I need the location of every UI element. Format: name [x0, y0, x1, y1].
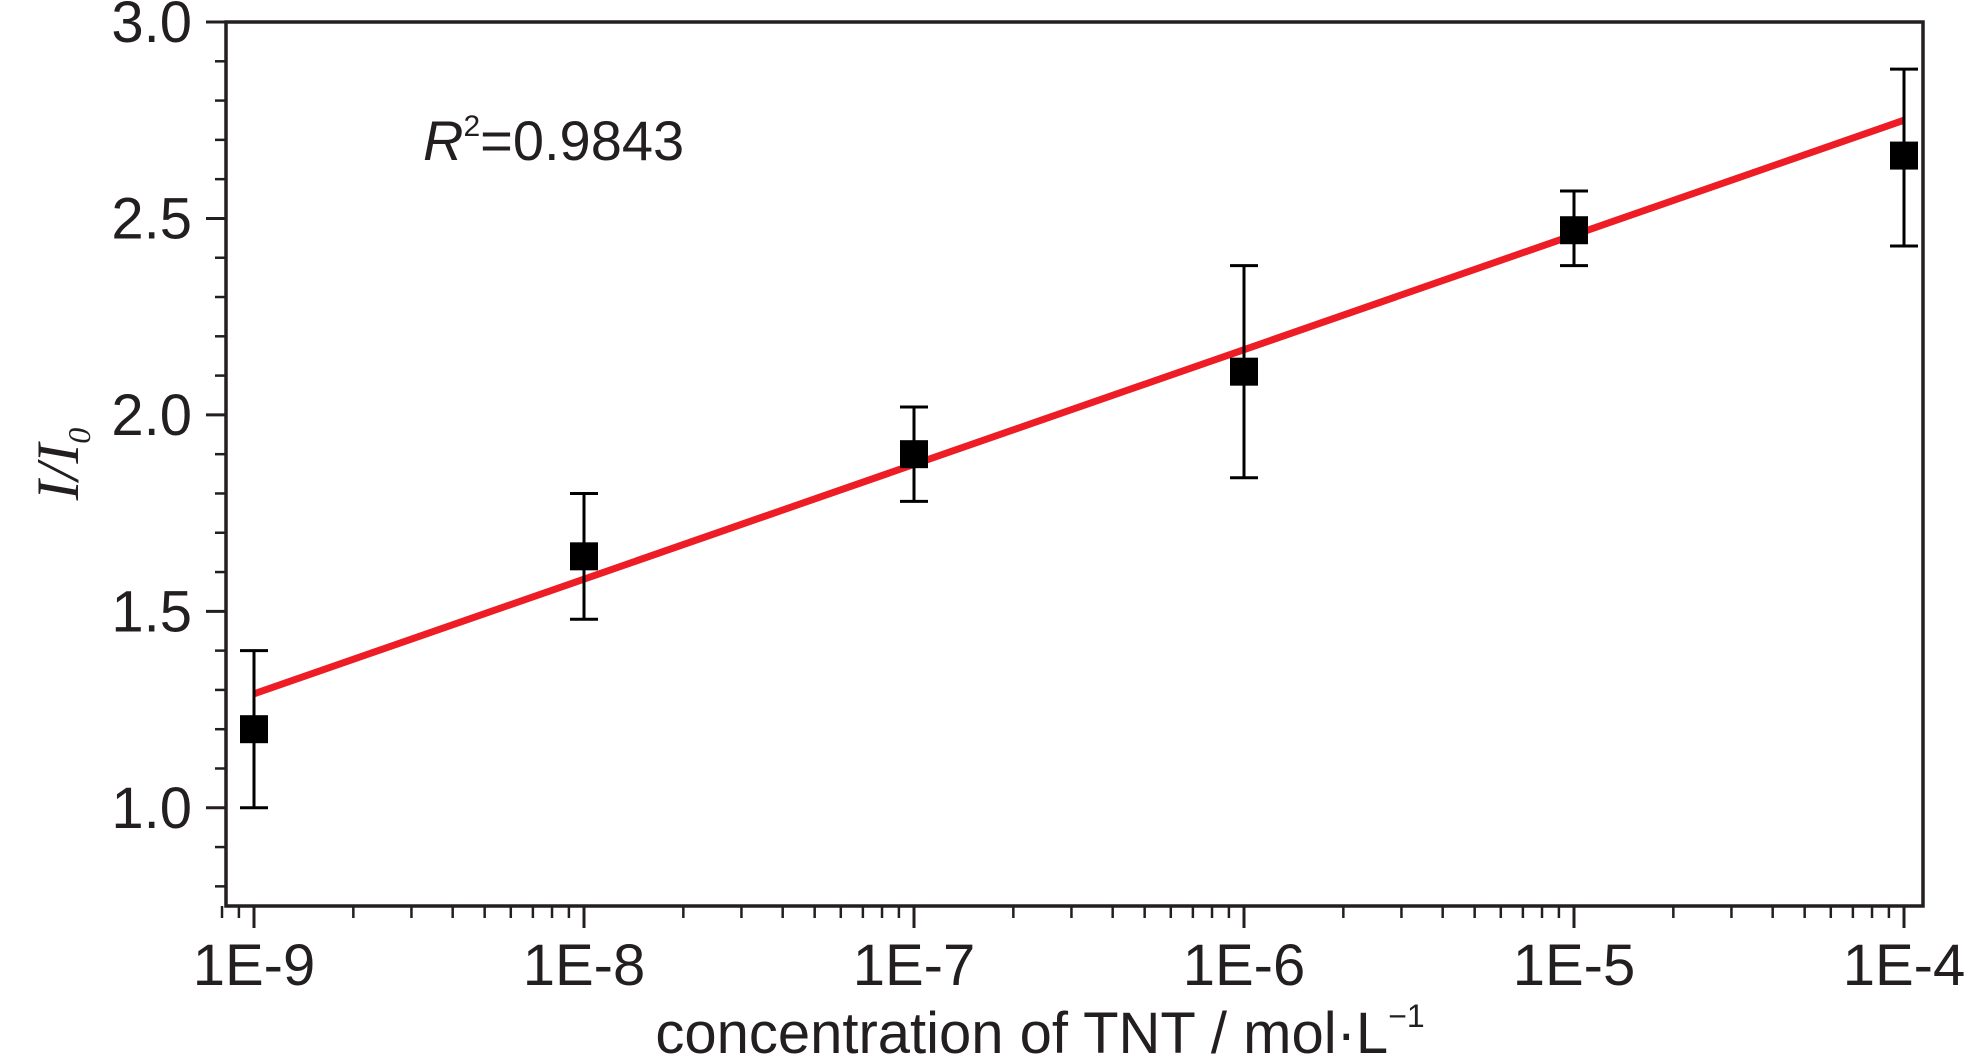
y-axis-title-subscript: 0 [61, 428, 97, 444]
r-superscript: 2 [463, 110, 480, 143]
y-tick-label: 2.5 [111, 186, 192, 251]
plot-frame [224, 20, 1925, 908]
y-axis-title: I/I0 [25, 428, 97, 502]
data-point [1560, 216, 1588, 245]
x-tick-label: 1E-5 [1513, 933, 1636, 998]
r-squared-annotation: R2=0.9843 [423, 109, 684, 172]
x-axis-title-superscript: −1 [1388, 998, 1424, 1034]
y-tick-label: 3.0 [111, 0, 192, 55]
x-tick-label: 1E-9 [193, 933, 316, 998]
x-tick-label: 1E-4 [1843, 933, 1966, 998]
x-tick-label: 1E-6 [1183, 933, 1306, 998]
data-point [900, 440, 928, 469]
r-squared-value: =0.9843 [480, 109, 684, 172]
x-major-ticks: 1E-9 1E-8 1E-7 1E-6 1E-5 1E-4 [193, 906, 1966, 998]
fit-line-layer [252, 116, 1906, 698]
data-points-layer [240, 141, 1918, 744]
x-minor-ticks [220, 906, 1891, 918]
y-tick-label: 2.0 [111, 383, 192, 448]
r-symbol: R [423, 109, 463, 172]
x-tick-label: 1E-8 [523, 933, 646, 998]
x-tick-label: 1E-7 [853, 933, 976, 998]
data-point [240, 715, 268, 744]
y-tick-label: 1.5 [111, 579, 192, 644]
y-tick-label: 1.0 [111, 776, 192, 841]
x-axis-title-main: concentration of TNT / mol·L [655, 1001, 1388, 1063]
data-point [570, 542, 598, 571]
data-point [1230, 357, 1258, 386]
y-ticks: 1.0 1.5 2.0 2.5 3.0 [111, 0, 226, 888]
fit-line [252, 116, 1906, 698]
y-axis-title-main: I/I [25, 441, 91, 502]
error-bars-layer [240, 67, 1918, 810]
x-axis-title: concentration of TNT / mol·L−1 [655, 998, 1424, 1063]
data-point [1890, 141, 1918, 170]
